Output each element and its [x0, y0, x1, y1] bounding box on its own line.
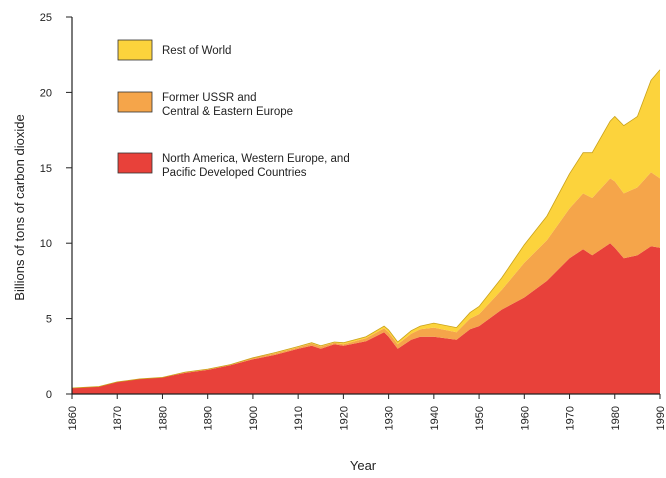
x-tick-label: 1880 — [157, 406, 169, 430]
x-axis-title: Year — [350, 458, 377, 473]
y-tick-label: 20 — [40, 87, 52, 99]
x-tick-label: 1910 — [293, 406, 305, 430]
chart-axes: 0 5 10 15 20 25 1860 1870 1880 1890 1900 1910 1920 19… — [40, 12, 666, 430]
chart-areas — [71, 69, 661, 394]
legend-swatch — [117, 152, 153, 174]
stack-top-outline — [71, 69, 661, 389]
legend-label: North America, Western Europe, and — [162, 153, 350, 165]
legend-label: Pacific Developed Countries — [162, 167, 307, 179]
legend-label: Rest of World — [162, 45, 231, 57]
legend-label: Central & Eastern Europe — [162, 106, 293, 118]
x-tick-label: 1950 — [474, 406, 486, 430]
y-tick-label: 15 — [40, 163, 52, 175]
legend-swatch — [117, 39, 153, 61]
x-tick-label: 1870 — [112, 406, 124, 430]
x-tick-label: 1970 — [565, 406, 577, 430]
y-tick-label: 5 — [46, 314, 52, 326]
chart-legend: Rest of World Former USSR and Central & Ea… — [117, 39, 350, 179]
x-tick-label: 1990 — [655, 406, 666, 430]
x-tick-label: 1900 — [248, 406, 260, 430]
legend-label: Former USSR and — [162, 92, 257, 104]
x-tick-label: 1930 — [384, 406, 396, 430]
x-tick-label: 1920 — [338, 406, 350, 430]
x-tick-label: 1960 — [519, 406, 531, 430]
x-tick-label: 1890 — [203, 406, 215, 430]
x-tick-label: 1980 — [610, 406, 622, 430]
y-tick-label: 0 — [46, 389, 52, 401]
area-series-3 — [72, 69, 660, 389]
x-tick-label: 1860 — [67, 406, 79, 430]
legend-swatch — [117, 91, 153, 113]
x-tick-label: 1940 — [429, 406, 441, 430]
y-tick-label: 10 — [40, 238, 52, 250]
y-tick-label: 25 — [40, 12, 52, 24]
area-series-1 — [72, 243, 660, 394]
area-series-2 — [72, 172, 660, 388]
y-axis-title: Billions of tons of carbon dioxide — [12, 114, 27, 300]
